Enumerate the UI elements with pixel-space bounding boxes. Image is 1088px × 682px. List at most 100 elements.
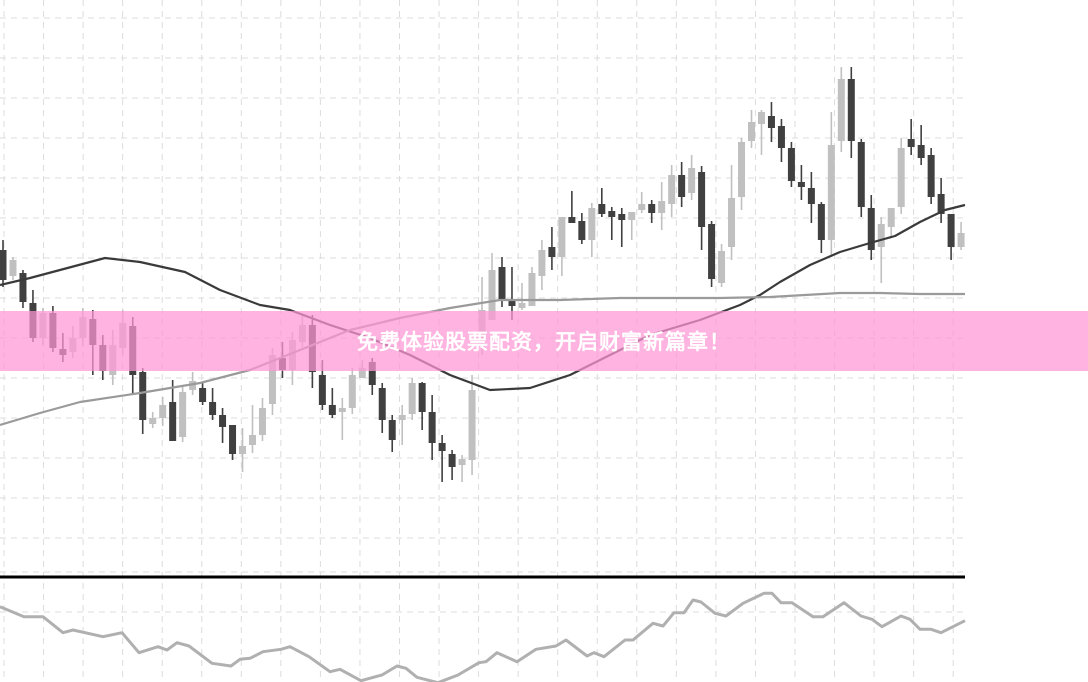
promo-banner-text: 免费体验股票配资，开启财富新篇章！ — [357, 330, 731, 354]
candle-body — [468, 390, 476, 460]
candle-bearish — [548, 227, 556, 270]
candle-body — [658, 201, 666, 213]
candle-bullish — [249, 405, 256, 453]
indicator-line — [0, 591, 966, 682]
candle-bearish — [498, 257, 506, 307]
candle-body — [239, 446, 247, 454]
candle-body — [777, 126, 785, 148]
candle-body — [698, 172, 706, 227]
candle-bullish — [468, 375, 476, 475]
candle-bullish — [718, 244, 726, 287]
candle-bullish — [757, 110, 765, 155]
candle-bullish — [957, 222, 965, 250]
candle-bearish — [448, 450, 456, 480]
candle-bearish — [0, 240, 7, 287]
candle-bullish — [658, 182, 666, 230]
candle-bearish — [917, 125, 925, 165]
candle-body — [268, 355, 276, 404]
candle-body — [388, 420, 396, 440]
candle-bullish — [877, 217, 885, 283]
candle-bullish — [458, 455, 466, 482]
promo-banner[interactable]: 免费体验股票配资，开启财富新篇章！ — [0, 311, 1088, 371]
candle-bullish — [588, 203, 596, 257]
candle-body — [917, 145, 925, 158]
candle-body — [488, 270, 496, 320]
candle-body — [258, 408, 266, 435]
candle-body — [458, 459, 466, 465]
candle-body — [738, 142, 746, 197]
moving-average-fast — [0, 291, 965, 427]
candle-body — [19, 273, 27, 302]
candle-body — [748, 122, 755, 141]
candle-body — [857, 142, 865, 207]
candle-body — [947, 214, 955, 247]
candle-bearish — [328, 388, 336, 418]
candle-body — [638, 204, 646, 210]
candle-bullish — [538, 240, 546, 290]
candle-body — [927, 155, 935, 197]
candle-bullish — [518, 283, 526, 310]
candle-bearish — [698, 166, 706, 250]
candle-bearish — [608, 207, 616, 240]
candle-body — [249, 435, 256, 445]
candle-bearish — [598, 188, 606, 217]
candle-body — [9, 260, 17, 276]
candle-body — [0, 250, 7, 280]
candle-bearish — [947, 214, 955, 260]
candle-body — [398, 415, 406, 420]
candle-body — [767, 116, 775, 128]
candle-bearish — [857, 139, 865, 217]
candle-bearish — [937, 178, 945, 223]
candle-body — [588, 208, 596, 240]
candle-body — [219, 415, 227, 427]
candle-body — [548, 247, 556, 257]
candle-bullish — [887, 208, 895, 237]
candle-body — [408, 383, 416, 414]
candle-bearish — [927, 148, 935, 204]
candle-body — [229, 425, 237, 454]
candle-body — [688, 168, 696, 193]
candle-body — [608, 211, 616, 217]
candle-bearish — [867, 195, 875, 260]
candle-body — [348, 375, 356, 408]
candle-body — [428, 412, 436, 443]
candle-body — [149, 418, 157, 424]
candle-body — [648, 204, 656, 213]
candle-bearish — [438, 435, 446, 482]
candle-bullish — [748, 110, 755, 148]
candle-body — [448, 454, 456, 467]
candle-body — [937, 194, 945, 214]
candle-body — [418, 383, 426, 412]
candle-body — [678, 175, 686, 197]
candle-bearish — [708, 221, 716, 287]
candle-bearish — [767, 102, 775, 142]
candle-bearish — [209, 388, 217, 420]
candle-bearish — [418, 382, 426, 430]
candle-bearish — [777, 119, 785, 162]
candle-body — [209, 402, 217, 415]
candle-body — [538, 250, 546, 276]
candle-body — [139, 372, 147, 420]
candle-body — [518, 303, 526, 308]
candle-body — [837, 79, 845, 141]
candle-body — [328, 405, 336, 415]
candle-bearish — [378, 383, 386, 433]
candle-body — [159, 405, 167, 418]
candle-body — [877, 224, 885, 247]
candle-bearish — [797, 165, 805, 200]
candle-body — [508, 299, 516, 306]
candle-bearish — [807, 172, 815, 223]
candle-bearish — [618, 208, 626, 247]
candle-bullish — [398, 405, 406, 445]
candle-body — [558, 217, 566, 257]
candle-bullish — [668, 165, 676, 217]
candle-bearish — [199, 382, 207, 405]
candle-bullish — [488, 253, 496, 320]
candle-body — [378, 388, 386, 420]
candle-body — [807, 188, 815, 204]
candle-body — [797, 182, 805, 187]
candle-body — [568, 217, 576, 223]
candle-bearish — [19, 270, 27, 308]
candle-bullish — [149, 412, 157, 428]
candle-body — [827, 145, 835, 240]
